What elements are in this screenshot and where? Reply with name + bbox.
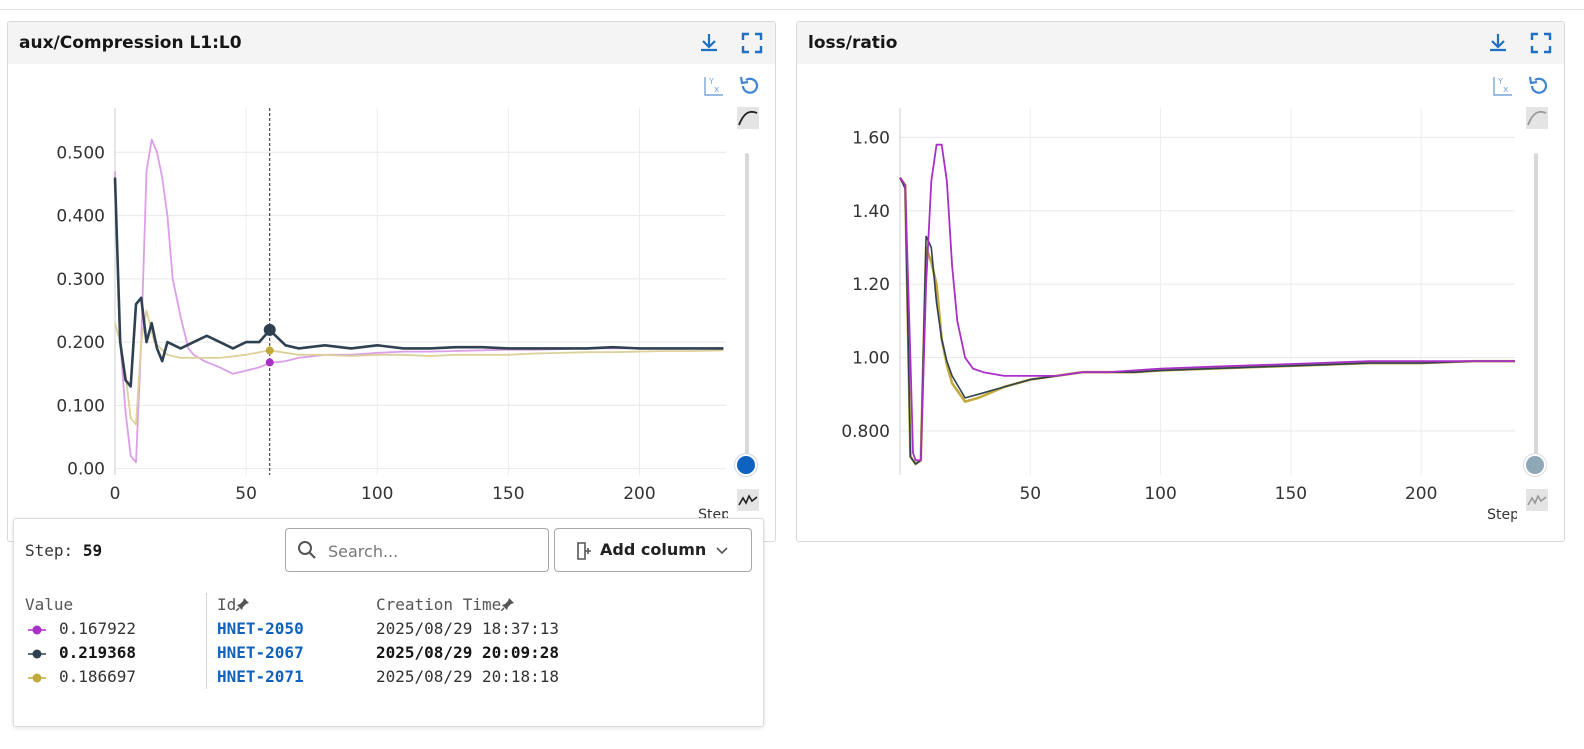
- panel-header: aux/Compression L1:L0: [8, 22, 775, 64]
- y-tick-label: 1.00: [852, 349, 890, 369]
- x-tick-label: 100: [1144, 484, 1176, 504]
- x-tick-label: 50: [235, 484, 257, 504]
- panel-title: aux/Compression L1:L0: [19, 33, 242, 53]
- y-tick-label: 0.100: [56, 396, 105, 416]
- y-tick-label: 1.40: [852, 202, 890, 222]
- x-tick-label: 150: [1275, 484, 1307, 504]
- svg-text:x: x: [1503, 85, 1509, 95]
- raw-line-icon[interactable]: [736, 488, 760, 512]
- top-divider: [0, 9, 1584, 10]
- search-input[interactable]: [326, 539, 540, 563]
- series-line-hnet-2050: [114, 138, 724, 464]
- y-tick-label: 0.300: [56, 270, 105, 290]
- series-line-hnet-2067: [899, 177, 1515, 465]
- svg-text:Y: Y: [708, 77, 714, 86]
- y-tick-label: 0.800: [841, 422, 890, 442]
- run-id-link[interactable]: HNET-2067: [217, 643, 304, 662]
- creation-time: 2025/08/29 20:09:28: [376, 643, 560, 662]
- y-tick-label: 0.200: [56, 333, 105, 353]
- x-tick-label: 200: [1405, 484, 1437, 504]
- fullscreen-icon[interactable]: [740, 31, 764, 55]
- add-column-label: Add column: [600, 540, 707, 559]
- svg-text:x: x: [714, 85, 720, 95]
- hover-legend: Step: 59 Add column Value Id Creation Ti…: [13, 518, 764, 727]
- raw-line-icon[interactable]: [1525, 488, 1549, 512]
- legend-row[interactable]: 0.219368 HNET-2067 2025/08/29 20:09:28: [14, 643, 754, 667]
- reset-zoom-icon[interactable]: [1526, 74, 1550, 98]
- y-tick-label: 0.00: [67, 460, 105, 480]
- creation-time: 2025/08/29 20:18:18: [376, 667, 560, 686]
- add-column-button[interactable]: Add column: [554, 528, 752, 572]
- column-header-id[interactable]: Id: [217, 595, 250, 614]
- y-tick-label: 0.500: [56, 143, 105, 163]
- chart-panel-compression: aux/Compression L1:L0 Y x 0.00 0.100 0.200…: [7, 21, 776, 542]
- line-chart-loss-ratio[interactable]: 0.800 1.00 1.20 1.40 1.60 50 100 150 200 Step: [797, 92, 1517, 522]
- search-field[interactable]: [285, 528, 549, 572]
- x-tick-label: 100: [361, 484, 393, 504]
- y-tick-label: 1.20: [852, 275, 890, 295]
- panel-header: loss/ratio: [797, 22, 1564, 64]
- add-column-icon: [577, 542, 591, 560]
- x-tick-label: 0: [110, 484, 121, 504]
- reset-zoom-icon[interactable]: [737, 74, 761, 98]
- series-marker-icon: [28, 649, 46, 659]
- legend-row[interactable]: 0.186697 HNET-2071 2025/08/29 20:18:18: [14, 667, 754, 691]
- series-marker-icon: [28, 673, 46, 683]
- series-line-hnet-2071: [114, 309, 724, 426]
- hover-point-hnet-2067: [263, 323, 276, 336]
- series-value: 0.186697: [59, 667, 137, 686]
- smoothing-slider-handle[interactable]: [737, 456, 755, 474]
- step-value: 59: [82, 541, 103, 560]
- smoothing-curve-icon[interactable]: [736, 106, 760, 130]
- step-readout: Step: 59: [25, 541, 102, 560]
- x-axis-title: Step: [1487, 507, 1517, 522]
- creation-time: 2025/08/29 18:37:13: [376, 619, 560, 638]
- axis-scale-icon[interactable]: Y x: [701, 74, 725, 98]
- smoothing-slider-track[interactable]: [1534, 153, 1538, 465]
- column-header-creation-time[interactable]: Creation Time: [376, 595, 515, 614]
- legend-row[interactable]: 0.167922 HNET-2050 2025/08/29 18:37:13: [14, 619, 754, 643]
- step-label: Step:: [25, 541, 74, 560]
- smoothing-curve-icon[interactable]: [1525, 106, 1549, 130]
- svg-text:Y: Y: [1497, 77, 1503, 86]
- hover-point-hnet-2050: [265, 358, 274, 367]
- x-tick-label: 200: [623, 484, 655, 504]
- y-tick-label: 1.60: [852, 128, 890, 148]
- series-marker-icon: [28, 625, 46, 635]
- column-divider: [206, 593, 207, 689]
- smoothing-slider-track[interactable]: [745, 153, 749, 465]
- run-id-link[interactable]: HNET-2050: [217, 619, 304, 638]
- series-value: 0.219368: [59, 643, 137, 662]
- hover-point-hnet-2071: [265, 346, 274, 355]
- fullscreen-icon[interactable]: [1529, 31, 1553, 55]
- search-icon: [298, 541, 316, 559]
- smoothing-slider-handle[interactable]: [1526, 456, 1544, 474]
- download-icon[interactable]: [697, 31, 721, 55]
- column-header-value[interactable]: Value: [25, 595, 74, 614]
- line-chart-compression[interactable]: 0.00 0.100 0.200 0.300 0.400 0.500 0 50 100 150 20…: [8, 92, 728, 522]
- x-tick-label: 150: [492, 484, 524, 504]
- y-tick-label: 0.400: [56, 207, 105, 227]
- pin-icon[interactable]: [500, 597, 515, 612]
- series-line-hnet-2050: [899, 143, 1515, 462]
- chart-panel-loss-ratio: loss/ratio Y x 0.800 1.00 1.20 1.40 1.60 50 10…: [796, 21, 1565, 542]
- download-icon[interactable]: [1486, 31, 1510, 55]
- series-value: 0.167922: [59, 619, 137, 638]
- pin-icon[interactable]: [235, 597, 250, 612]
- series-line-hnet-2071: [898, 176, 1515, 466]
- x-tick-label: 50: [1019, 484, 1041, 504]
- axis-scale-icon[interactable]: Y x: [1490, 74, 1514, 98]
- chevron-down-icon: [716, 547, 728, 555]
- panel-title: loss/ratio: [808, 33, 898, 53]
- run-id-link[interactable]: HNET-2071: [217, 667, 304, 686]
